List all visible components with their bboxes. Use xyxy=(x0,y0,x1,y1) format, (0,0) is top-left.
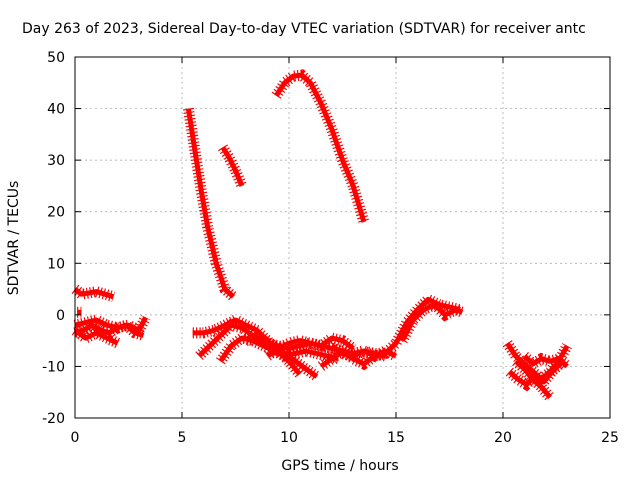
x-tick-label: 10 xyxy=(280,430,298,446)
x-tick-label: 25 xyxy=(601,430,619,446)
series-layer xyxy=(71,69,573,401)
series-arc-16 xyxy=(397,297,465,344)
y-tick-label: 0 xyxy=(56,308,65,324)
x-tick-label: 15 xyxy=(387,430,405,446)
y-tick-label: -20 xyxy=(42,411,65,427)
series-markers xyxy=(512,357,555,401)
series-arc-7 xyxy=(218,144,247,189)
x-tick-label: 5 xyxy=(178,430,187,446)
plot-frame xyxy=(74,56,611,419)
series-markers xyxy=(71,284,116,303)
series-arc-8 xyxy=(271,69,370,224)
y-tick-label: 50 xyxy=(47,50,65,66)
series-markers xyxy=(264,332,357,361)
series-trace xyxy=(274,72,367,223)
series-arc-1 xyxy=(71,284,116,303)
chart-title: Day 263 of 2023, Sidereal Day-to-day VTE… xyxy=(22,21,586,37)
series-markers xyxy=(73,318,146,341)
series-arc-20 xyxy=(520,352,571,371)
series-arc-15 xyxy=(328,292,462,362)
x-tick-label: 0 xyxy=(71,430,80,446)
y-tick-label: 20 xyxy=(47,205,65,221)
series-arc-19 xyxy=(512,357,555,401)
series-markers xyxy=(195,319,321,382)
tick-layer: 0 5 10 15 20 25 -20 -10 0 10 20 30 40 50 xyxy=(42,50,619,446)
series-markers xyxy=(218,144,247,189)
y-tick-label: -10 xyxy=(42,359,65,375)
series-markers xyxy=(328,292,462,362)
series-arc-4 xyxy=(73,318,146,341)
series-markers xyxy=(182,107,238,301)
series-markers xyxy=(520,352,571,371)
series-arc-6 xyxy=(182,107,238,301)
series-markers xyxy=(192,313,304,378)
series-arc-3 xyxy=(73,314,151,338)
x-axis-label: GPS time / hours xyxy=(281,458,398,474)
series-arc-13 xyxy=(264,332,357,361)
series-trace xyxy=(400,302,464,342)
y-axis-label: SDTVAR / TECUs xyxy=(6,181,22,296)
series-markers xyxy=(271,69,370,224)
y-tick-label: 40 xyxy=(47,102,65,118)
y-tick-label: 10 xyxy=(47,256,65,272)
x-tick-label: 20 xyxy=(494,430,512,446)
series-trace xyxy=(185,108,236,299)
series-markers xyxy=(71,325,121,349)
y-tick-label: 30 xyxy=(47,153,65,169)
series-arc-5 xyxy=(71,325,121,349)
series-trace xyxy=(74,316,148,333)
